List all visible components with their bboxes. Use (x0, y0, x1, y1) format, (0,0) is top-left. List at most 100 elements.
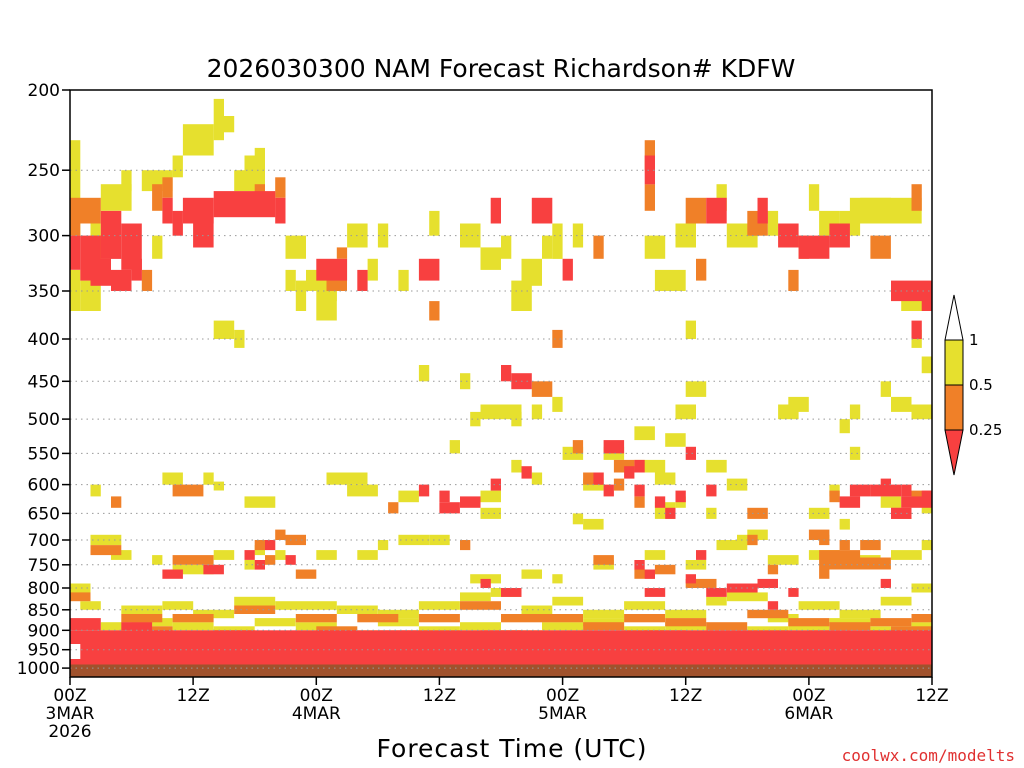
ri-cell-yellow (542, 622, 583, 631)
ri-cell-yellow (162, 601, 194, 610)
ri-cell-orange (685, 578, 717, 588)
ri-cell-red (439, 502, 460, 514)
ri-cell-yellow (213, 481, 224, 491)
colorbar-level-label: 1 (969, 331, 979, 349)
ri-cell-yellow (254, 147, 265, 171)
ri-cell-orange (172, 484, 204, 497)
ri-cell-yellow (203, 472, 214, 485)
x-tick-label: 6MAR (784, 704, 833, 724)
ri-cell-yellow (152, 555, 163, 565)
ri-cell-yellow (377, 609, 419, 619)
credit-link[interactable]: coolwx.com/modelts (842, 746, 1015, 765)
ri-cell-orange (295, 614, 337, 623)
ground-fill (70, 664, 932, 677)
ri-cell-yellow (285, 269, 296, 291)
ri-cell-red (706, 197, 727, 224)
ri-cell-yellow (501, 235, 512, 259)
ri-cell-yellow (377, 223, 389, 248)
ri-cell-red (316, 258, 348, 281)
ri-cell-red (634, 459, 645, 473)
ri-cell-yellow (511, 280, 532, 311)
ri-cell-red (460, 496, 481, 508)
ri-cell-red (285, 555, 296, 565)
ri-cell-yellow (521, 605, 553, 614)
ri-cell-red (90, 258, 111, 286)
ri-cell-orange (593, 235, 604, 259)
ri-cell-yellow (880, 381, 891, 397)
ri-cell-yellow (367, 258, 378, 281)
ri-cell-red (644, 588, 666, 597)
ri-cell-yellow (839, 609, 881, 619)
ri-cell-yellow (654, 472, 676, 485)
ri-cell-red (70, 618, 101, 631)
ri-cell-orange (265, 555, 276, 565)
ri-cell-yellow (665, 433, 686, 447)
ri-cell-yellow (675, 223, 696, 248)
ri-cell-red (70, 630, 932, 644)
ri-cell-red (654, 496, 666, 508)
ri-cell-orange (531, 381, 553, 397)
ri-cell-yellow (839, 419, 850, 434)
ri-cell-red (182, 197, 214, 224)
ri-cell-orange (90, 545, 122, 556)
ri-cell-yellow (542, 235, 553, 259)
ri-cell-yellow (921, 356, 932, 374)
ri-cell-yellow (654, 269, 686, 291)
ri-cell-orange (829, 490, 840, 503)
y-tick-label: 850 (28, 601, 60, 621)
y-tick-label: 900 (28, 621, 60, 641)
ri-cell-yellow (480, 507, 501, 519)
ri-cell-yellow (275, 550, 286, 560)
ri-cell-yellow (152, 235, 163, 259)
ri-cell-red (757, 578, 778, 588)
ri-cell-red (706, 588, 727, 597)
ri-cell-red (634, 560, 645, 570)
ri-cell-orange (634, 496, 645, 508)
x-tick-label: 12Z (423, 686, 456, 706)
colorbar-swatch-red (944, 429, 964, 476)
ri-cell-orange (572, 440, 584, 454)
y-tick-label: 300 (28, 227, 60, 247)
ri-cell-yellow (706, 596, 727, 606)
ri-cell-yellow (685, 381, 707, 397)
ri-cell-yellow (213, 550, 235, 560)
ri-cell-yellow (121, 170, 132, 192)
ri-cell-yellow (880, 496, 902, 508)
ri-cell-red (80, 644, 933, 659)
colorbar-swatch-gt-1 (944, 294, 964, 341)
y-tick-label: 950 (28, 641, 60, 661)
ri-cell-orange (460, 540, 471, 551)
ri-cell-red (644, 155, 655, 185)
ri-cell-yellow (767, 210, 779, 236)
ri-cell-yellow (726, 478, 748, 491)
ri-cell-red (603, 484, 614, 497)
ri-cell-yellow (911, 622, 932, 631)
ri-cell-yellow (244, 496, 276, 508)
ri-cell-yellow (254, 618, 296, 627)
ri-cell-orange (429, 301, 440, 321)
ri-cell-red (644, 569, 655, 579)
ri-cell-yellow (716, 184, 727, 211)
ri-cell-orange (234, 605, 276, 614)
ri-cell-yellow (583, 518, 604, 530)
ri-cell-red (901, 484, 912, 497)
ri-cell-yellow (470, 574, 501, 584)
ri-cell-yellow (70, 269, 81, 311)
ri-cell-yellow (849, 404, 861, 420)
ri-cell-orange (696, 258, 707, 281)
ri-cell-yellow (295, 280, 307, 311)
ri-cell-orange (172, 555, 214, 565)
ri-cell-yellow (234, 329, 245, 348)
ri-cell-yellow (921, 540, 932, 551)
ri-cell-orange (70, 592, 91, 602)
ri-cell-orange (644, 184, 655, 211)
ri-cell-yellow (798, 601, 840, 610)
colorbar-level-label: 0.5 (969, 376, 993, 394)
ri-cell-red (162, 197, 173, 224)
ri-cell-orange (111, 496, 122, 508)
y-tick-label: 1000 (17, 659, 60, 679)
x-axis-title: Forecast Time (UTC) (377, 734, 648, 763)
ri-cell-yellow (182, 124, 214, 156)
chart-title: 2026030300 NAM Forecast Richardson# KDFW (207, 54, 796, 83)
ri-cell-red (675, 490, 686, 503)
